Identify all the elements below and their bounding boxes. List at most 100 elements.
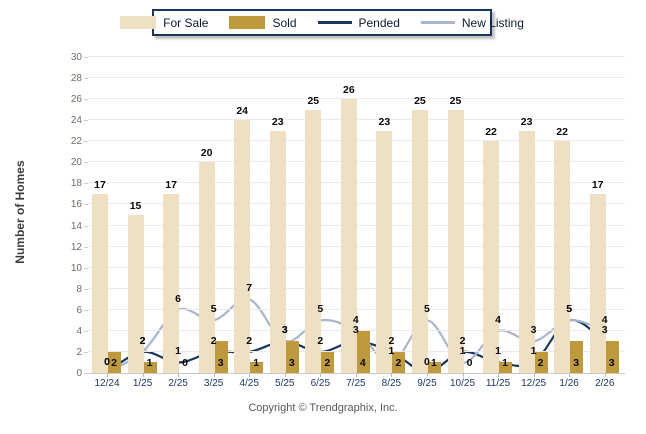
- value-label-sold-10-25: 0: [466, 357, 473, 369]
- y-tick-mark-26: [84, 99, 88, 101]
- bar-sold-1-26: [570, 341, 584, 373]
- bar-for-sale-10-25: [447, 109, 464, 373]
- bar-for-sale-12-24: [92, 193, 108, 373]
- y-tick-mark-10: [84, 267, 88, 269]
- bar-sold-3-25: [214, 341, 228, 373]
- x-tick-label-2-25: 2/25: [168, 378, 188, 389]
- gridline-30: [88, 56, 625, 57]
- y-tick-label-12: 12: [70, 241, 82, 253]
- y-tick-label-4: 4: [76, 325, 82, 337]
- legend-swatch-sold: [229, 16, 266, 29]
- x-tick-mark-5-25: [284, 373, 286, 377]
- value-label-sold-2-25: 0: [182, 357, 189, 369]
- value-label-for-sale-1-25: 15: [129, 200, 142, 212]
- value-label-for-sale-6-25: 25: [307, 94, 320, 107]
- legend-item-pended: Pended: [317, 15, 400, 30]
- x-tick-mark-9-25: [426, 373, 428, 377]
- value-label-sold-1-26: 3: [573, 357, 580, 369]
- legend-label-pended: Pended: [358, 15, 400, 30]
- y-tick-label-16: 16: [70, 199, 82, 211]
- value-label-sold-2-26: 3: [608, 357, 615, 369]
- y-tick-mark-2: [84, 351, 88, 353]
- value-label-sold-3-25: 3: [217, 357, 224, 369]
- value-label-for-sale-3-25: 20: [200, 147, 213, 160]
- value-label-pended-12-25: 1: [530, 345, 537, 358]
- legend-swatch-for-sale: [120, 16, 157, 29]
- value-label-pended-10-25: 2: [459, 334, 466, 347]
- value-label-pended-1-25: 2: [139, 334, 146, 347]
- value-label-for-sale-4-25: 24: [236, 105, 249, 118]
- legend-swatch-pended: [317, 21, 352, 24]
- value-label-new-listing-4-25: 7: [246, 282, 253, 295]
- value-label-new-listing-6-25: 5: [317, 303, 324, 316]
- value-label-for-sale-2-26: 17: [591, 178, 604, 191]
- value-label-for-sale-9-25: 25: [414, 94, 426, 107]
- value-label-pended-5-25: 3: [281, 324, 288, 337]
- value-label-new-listing-12-25: 3: [530, 324, 537, 337]
- y-tick-mark-0: [84, 373, 88, 374]
- value-label-new-listing-1-25: 2: [139, 334, 146, 347]
- value-label-new-listing-1-26: 5: [566, 303, 573, 316]
- value-label-pended-6-25: 2: [317, 334, 324, 347]
- value-label-new-listing-11-25: 4: [495, 313, 501, 326]
- value-label-for-sale-11-25: 22: [485, 126, 497, 139]
- value-label-pended-4-25: 2: [246, 334, 253, 347]
- y-tick-mark-14: [84, 225, 88, 227]
- legend-label-for-sale: For Sale: [163, 15, 209, 30]
- y-tick-label-2: 2: [76, 346, 82, 358]
- bar-sold-11-25: [499, 362, 513, 373]
- legend-item-new-listing: New Listing: [420, 16, 524, 30]
- x-tick-label-1-25: 1/25: [132, 378, 153, 389]
- x-tick-label-12-25: 12/25: [521, 378, 547, 389]
- value-label-pended-8-25: 2: [388, 334, 395, 347]
- x-tick-mark-4-25: [249, 373, 251, 377]
- x-tick-label-4-25: 4/25: [239, 378, 259, 389]
- bar-sold-8-25: [392, 351, 406, 373]
- y-tick-mark-30: [84, 57, 88, 58]
- y-tick-label-28: 28: [70, 73, 82, 85]
- x-tick-label-10-25: 10/25: [449, 378, 476, 389]
- x-tick-mark-11-25: [498, 373, 500, 377]
- x-tick-label-3-25: 3/25: [203, 378, 224, 389]
- x-tick-mark-1-25: [142, 373, 144, 377]
- bar-sold-4-25: [250, 362, 264, 373]
- x-tick-label-5-25: 5/25: [275, 378, 295, 389]
- value-label-pended-2-26: 3: [601, 324, 608, 337]
- value-label-new-listing-9-25: 5: [424, 303, 430, 316]
- x-tick-label-12-24: 12/24: [94, 378, 120, 389]
- value-label-sold-8-25: 2: [395, 357, 402, 369]
- legend-label-sold: Sold: [272, 15, 297, 30]
- value-label-sold-12-25: 2: [537, 357, 544, 369]
- value-label-sold-1-25: 1: [146, 357, 153, 369]
- plot-area: 17 0 0 2 15 2 2 1 17 1 6 0 20 2 5 3 24 2 7 1 23 3 3 3 25 2 5 2 26 3 4 4…: [88, 56, 625, 374]
- y-tick-label-10: 10: [70, 262, 82, 274]
- value-label-sold-11-25: 1: [502, 357, 508, 369]
- bar-for-sale-9-25: [411, 109, 428, 373]
- y-tick-mark-16: [84, 204, 88, 206]
- x-tick-mark-10-25: [462, 373, 464, 377]
- value-label-new-listing-3-25: 5: [210, 303, 217, 316]
- x-tick-mark-3-25: [213, 373, 215, 377]
- bar-sold-9-25: [427, 362, 441, 373]
- bar-for-sale-12-25: [518, 130, 535, 373]
- x-tick-label-6-25: 6/25: [310, 378, 331, 389]
- value-label-for-sale-5-25: 23: [271, 115, 284, 128]
- value-label-sold-12-24: 2: [111, 357, 117, 369]
- value-label-sold-5-25: 3: [288, 357, 295, 369]
- y-tick-label-26: 26: [70, 94, 82, 106]
- y-tick-label-6: 6: [76, 304, 82, 316]
- value-label-pended-1-26: 5: [566, 303, 573, 316]
- value-label-new-listing-8-25: 1: [388, 345, 395, 358]
- value-label-for-sale-2-25: 17: [165, 178, 177, 191]
- legend-swatch-new-listing: [420, 21, 455, 24]
- value-label-for-sale-8-25: 23: [378, 115, 391, 128]
- x-tick-mark-7-25: [355, 373, 357, 377]
- bar-for-sale-3-25: [198, 162, 215, 373]
- y-tick-label-22: 22: [70, 136, 82, 148]
- value-label-pended-3-25: 2: [210, 334, 217, 347]
- value-label-pended-7-25: 3: [352, 324, 359, 337]
- legend-item-for-sale: For Sale: [120, 16, 208, 30]
- bar-sold-6-25: [321, 351, 335, 373]
- y-tick-mark-4: [84, 330, 88, 332]
